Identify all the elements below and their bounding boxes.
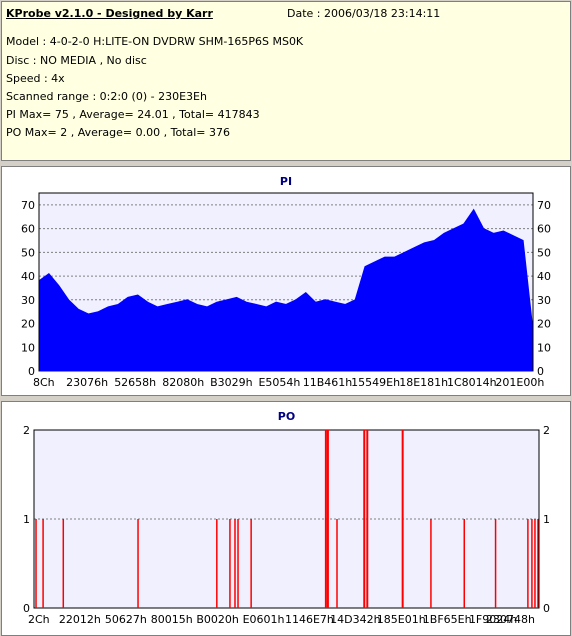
chart-title: PO [278, 410, 295, 423]
chart-title: PI [280, 175, 292, 188]
y-tick-label-right: 70 [537, 199, 551, 212]
x-tick-label: 8Ch [33, 376, 55, 389]
x-tick-label: 185E01h [377, 613, 426, 626]
pi-series-area [38, 208, 534, 372]
y-tick-label-right: 60 [537, 223, 551, 236]
y-tick-label-right: 50 [537, 246, 551, 259]
y-tick-label-right: 10 [537, 341, 551, 354]
x-tick-label: 11B461h [303, 376, 353, 389]
x-tick-label: 230748h [486, 613, 535, 626]
y-tick-label-left: 20 [21, 318, 35, 331]
y-tick-label-right: 20 [537, 318, 551, 331]
x-tick-label: 15549Eh [351, 376, 400, 389]
x-tick-label: E5054h [258, 376, 300, 389]
x-tick-label: E0601h [243, 613, 285, 626]
y-tick-label-right: 1 [543, 513, 550, 526]
y-tick-label-left: 10 [21, 341, 35, 354]
y-tick-label-left: 1 [23, 513, 30, 526]
pi-chart-panel: PI 0 0 10 10 20 20 30 30 40 40 50 50 60 60 70 70 8Ch 23076… [1, 166, 571, 396]
pi-chart: PI 0 0 10 10 20 20 30 30 40 40 50 50 60 60 70 70 8Ch 23076… [21, 175, 551, 389]
y-tick-label-right: 40 [537, 270, 551, 283]
model-line: Model : 4-0-2-0 H:LITE-ON DVDRW SHM-165P… [6, 35, 304, 48]
y-tick-label-left: 0 [23, 602, 30, 615]
y-tick-label-left: 30 [21, 294, 35, 307]
x-tick-label: 18E181h [399, 376, 448, 389]
y-tick-label-right: 2 [543, 424, 550, 437]
y-tick-label-right: 30 [537, 294, 551, 307]
y-tick-label-left: 0 [28, 365, 35, 378]
x-tick-label: 14D342h [330, 613, 380, 626]
po-chart: PO 0 0 1 1 2 2 2Ch 22012h 50627h 80015h B0020h E0601… [23, 410, 550, 626]
y-tick-label-left: 40 [21, 270, 35, 283]
x-tick-label: 82080h [162, 376, 204, 389]
x-tick-label: 1F9024h [469, 613, 517, 626]
y-tick-label-left: 70 [21, 199, 35, 212]
y-tick-label-left: 50 [21, 246, 35, 259]
pi-summary-line: PI Max= 75 , Average= 24.01 , Total= 417… [6, 108, 260, 121]
scanned-range-line: Scanned range : 0:2:0 (0) - 230E3Eh [6, 90, 207, 103]
x-tick-label: 2Ch [28, 613, 50, 626]
x-tick-label: 201E00h [495, 376, 544, 389]
po-chart-panel: PO 0 0 1 1 2 2 2Ch 22012h 50627h 80015h B0020h E0601… [1, 401, 571, 636]
info-panel: KProbe v2.1.0 - Designed by Karr Date : … [1, 1, 571, 161]
x-tick-label: 1BF65Eh [423, 613, 472, 626]
disc-line: Disc : NO MEDIA , No disc [6, 54, 147, 67]
y-tick-label-left: 2 [23, 424, 30, 437]
x-tick-label: B0020h [196, 613, 239, 626]
app-title: KProbe v2.1.0 - Designed by Karr [6, 7, 213, 20]
x-tick-label: 80015h [151, 613, 193, 626]
speed-line: Speed : 4x [6, 72, 65, 85]
x-tick-label: 52658h [114, 376, 156, 389]
y-tick-label-right: 0 [543, 602, 550, 615]
x-tick-label: 1146E7h [285, 613, 334, 626]
po-summary-line: PO Max= 2 , Average= 0.00 , Total= 376 [6, 126, 230, 139]
y-tick-label-right: 0 [537, 365, 544, 378]
x-tick-label: 22012h [59, 613, 101, 626]
x-tick-label: B3029h [210, 376, 253, 389]
scan-date: Date : 2006/03/18 23:14:11 [287, 7, 441, 20]
x-tick-label: 1C8014h [447, 376, 497, 389]
x-tick-label: 23076h [66, 376, 108, 389]
x-tick-label: 50627h [105, 613, 147, 626]
y-tick-label-left: 60 [21, 223, 35, 236]
